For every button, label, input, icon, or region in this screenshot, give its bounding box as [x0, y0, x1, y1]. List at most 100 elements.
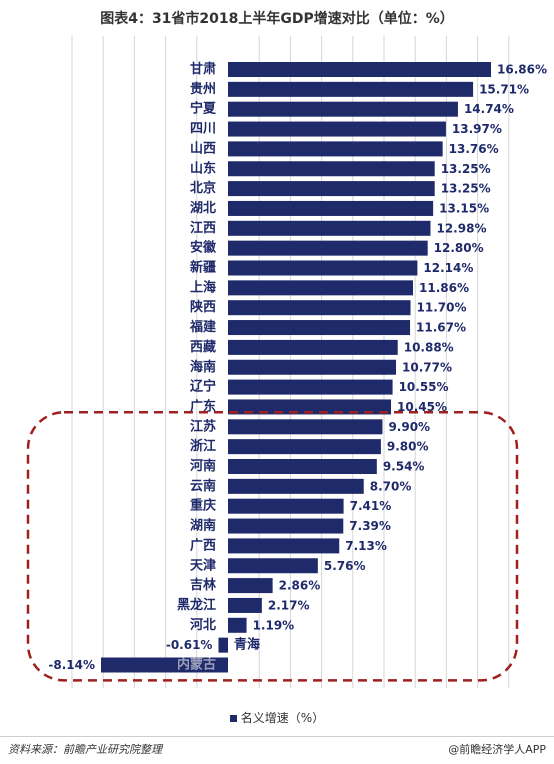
category-label: 福建 [189, 319, 216, 335]
bar [228, 181, 435, 197]
bar [228, 81, 474, 97]
value-label: 11.67% [416, 321, 466, 335]
value-label: 13.97% [452, 122, 502, 136]
value-label: 7.13% [345, 539, 387, 553]
legend-swatch [229, 715, 237, 722]
category-label: 重庆 [190, 498, 216, 514]
bar [228, 518, 344, 534]
value-label: 11.70% [417, 301, 467, 315]
value-label: 16.86% [497, 63, 547, 77]
bar [228, 240, 428, 256]
value-label: 13.25% [441, 182, 491, 196]
value-label: 5.76% [324, 559, 366, 573]
bar [228, 578, 273, 594]
value-label: 9.80% [387, 440, 429, 454]
value-label: 1.19% [253, 618, 295, 632]
category-label: 海南 [190, 359, 216, 375]
bar [228, 617, 247, 633]
chart-title: 图表4：31省市2018上半年GDP增速对比（单位：%） [100, 11, 454, 27]
legend: 名义增速（%） [0, 709, 554, 726]
category-label: 黑龙江 [177, 597, 216, 613]
value-label: 9.54% [383, 460, 425, 474]
category-label: 吉林 [190, 577, 216, 593]
value-label: 9.90% [388, 420, 430, 434]
bar [228, 121, 446, 137]
bar [228, 339, 398, 355]
category-label: 上海 [190, 279, 216, 295]
brand-credit: @前瞻经济学人APP [448, 743, 546, 756]
bar [228, 379, 393, 395]
bar [218, 637, 228, 653]
bar [228, 459, 377, 474]
category-label: 河南 [190, 458, 216, 474]
bar [228, 320, 411, 336]
value-label: 7.39% [349, 519, 391, 533]
category-label: 贵州 [190, 81, 216, 97]
value-label: 12.98% [436, 221, 486, 235]
category-label: 陕西 [190, 299, 216, 315]
bar-chart: 甘肃贵州宁夏四川山西山东北京湖北江西安徽新疆上海陕西福建西藏海南辽宁广东江苏浙江… [26, 36, 547, 688]
category-label: 浙江 [190, 438, 216, 454]
bar [228, 399, 392, 415]
value-label: -8.14% [48, 658, 95, 672]
bar [228, 478, 364, 494]
bar [228, 359, 397, 375]
category-label: 江西 [190, 220, 216, 236]
category-label: 甘肃 [190, 61, 216, 77]
category-label: 广西 [190, 537, 216, 553]
category-label: 山东 [190, 160, 216, 176]
value-label: 10.55% [399, 380, 449, 394]
value-label: 13.76% [449, 142, 499, 156]
bar [228, 280, 414, 296]
value-label: 11.86% [419, 281, 469, 295]
bar [228, 300, 411, 316]
category-label: 北京 [190, 180, 216, 196]
category-label: 西藏 [190, 339, 216, 355]
category-label: 湖北 [190, 201, 216, 216]
value-label: 2.17% [268, 598, 310, 612]
value-label: 12.14% [423, 261, 473, 275]
bar [228, 597, 262, 613]
value-label: 13.15% [439, 201, 489, 215]
bar [228, 558, 318, 574]
category-label: 江苏 [190, 418, 216, 434]
category-label: 广东 [190, 398, 216, 414]
category-label: 宁夏 [190, 101, 217, 117]
bar [101, 657, 228, 673]
footer-divider [0, 736, 554, 737]
bar [228, 498, 344, 514]
bar [228, 62, 492, 77]
value-label: 10.45% [397, 400, 447, 414]
value-label: 10.77% [402, 360, 452, 374]
value-label: -0.61% [166, 638, 213, 652]
value-label: 7.41% [350, 499, 392, 513]
category-label: 青海 [234, 637, 260, 653]
category-label: 内蒙古 [177, 657, 216, 673]
highlight-box [26, 411, 519, 682]
category-label: 云南 [190, 478, 216, 494]
category-label: 安徽 [190, 240, 217, 256]
value-label: 12.80% [434, 241, 484, 255]
bar [228, 141, 443, 157]
value-label: 10.88% [404, 340, 454, 354]
category-label: 河北 [190, 617, 216, 633]
bar [228, 220, 431, 236]
bar [228, 439, 381, 455]
bar [228, 161, 435, 177]
bar [228, 419, 383, 435]
value-label: 15.71% [479, 82, 529, 96]
source-note: 资料来源：前瞻产业研究院整理 [8, 743, 162, 756]
value-label: 8.70% [370, 479, 412, 493]
value-label: 14.74% [464, 102, 514, 116]
bar [228, 200, 434, 216]
bar [228, 260, 418, 276]
value-label: 13.25% [441, 162, 491, 176]
category-label: 四川 [190, 122, 216, 137]
category-label: 辽宁 [190, 379, 216, 395]
bar [228, 101, 458, 117]
bar [228, 538, 340, 554]
value-label: 2.86% [279, 579, 321, 593]
category-label: 新疆 [190, 260, 216, 276]
category-label: 山西 [190, 140, 216, 156]
legend-label: 名义增速（%） [240, 711, 325, 725]
